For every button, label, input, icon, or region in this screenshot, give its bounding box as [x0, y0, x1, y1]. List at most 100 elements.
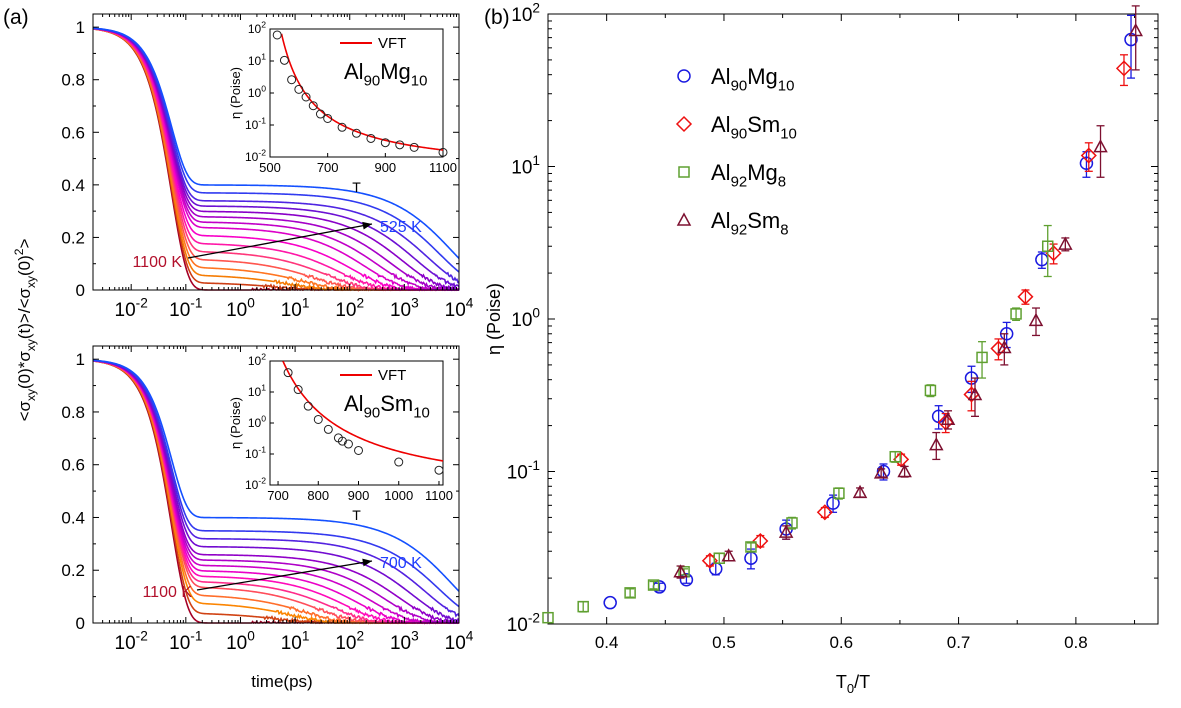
data-point-AlSm92	[897, 463, 912, 478]
data-point-AlSm90	[1017, 288, 1034, 305]
inset-y-label: η (Poise)	[228, 67, 243, 119]
inset-y-tick-label: 102	[248, 352, 266, 368]
y-axis-label-b: η (Poise)	[484, 283, 504, 355]
chart-a-top: 0 0.2 0.4 0.6 0.8 1 10-2 10-1 100 101 102 103 104 110…	[61, 13, 474, 321]
x-tick-label: 101	[281, 295, 310, 321]
inset-data-point	[395, 140, 405, 150]
data-point-AlMg92	[833, 487, 845, 500]
y-tick-label: 10-1	[507, 458, 540, 484]
data-point-AlMg92	[1010, 308, 1022, 320]
inset-data-point	[323, 113, 333, 123]
inset-data-point	[394, 457, 404, 467]
x-tick-label: 103	[390, 628, 419, 654]
x-tick-label: 0.7	[947, 633, 971, 652]
data-point-AlMg92	[786, 517, 798, 529]
inset-x-tick-label: 900	[348, 488, 370, 503]
inset-data-point	[313, 414, 323, 424]
inset-y-tick-label: 100	[248, 84, 266, 100]
inset-y-tick-label: 10-2	[245, 476, 266, 492]
data-point-AlSm90	[990, 340, 1007, 357]
inset-x-tick-label: 1100	[429, 160, 457, 175]
data-point-AlSm90	[1115, 60, 1133, 77]
x-tick-label: 104	[445, 628, 474, 654]
chart-b: 10-2 10-1 100 101 102 0.4 0.5 0.6 0.7 0.8 T0/T η (P…	[484, 0, 1159, 696]
x-axis-label-a: time(ps)	[251, 672, 312, 691]
y-tick-label: 0.8	[61, 71, 85, 90]
inset-y-label: η (Poise)	[228, 397, 243, 449]
data-point-AlMg90	[1079, 156, 1094, 171]
inset-data-point	[315, 109, 325, 119]
legend-label-AlMg90: Al90Mg10	[711, 64, 794, 95]
y-tick-label: 0.6	[61, 123, 85, 142]
inset-y-tick-label: 10-1	[245, 445, 266, 461]
data-point-AlMg92	[624, 587, 636, 599]
temperature-arrow-head	[362, 558, 372, 567]
annotation-hot: 1100 K	[132, 254, 182, 271]
data-point-AlSm92	[852, 484, 868, 499]
data-point-AlSm90	[1080, 147, 1097, 164]
inset-x-tick-label: 1100	[425, 488, 453, 503]
series-line-725K	[92, 359, 460, 608]
legend-label-AlSm92: Al92Sm8	[711, 208, 789, 239]
plot-frame	[92, 13, 460, 291]
y-tick-label: 100	[511, 305, 540, 331]
series-line-700K	[92, 359, 460, 592]
x-tick-label: 0.6	[829, 633, 853, 652]
y-tick-label: 0.2	[61, 561, 85, 580]
inset-alloy-label: Al90Sm10	[344, 391, 430, 422]
inset-data-point	[380, 138, 390, 148]
inset-data-point	[337, 436, 347, 446]
annotation-cold: 525 K	[380, 219, 422, 236]
y-tick-label: 0.2	[61, 228, 85, 247]
inset-x-tick-label: 700	[267, 488, 289, 503]
inset-data-point	[434, 465, 444, 475]
y-tick-label: 0	[76, 281, 85, 300]
inset-vft-curve	[282, 360, 444, 462]
annotation-hot: 1100 K	[142, 584, 192, 601]
y-tick-label: 0.4	[61, 176, 85, 195]
panel-label-b: (b)	[484, 6, 510, 29]
legend-marker-AlSm92	[676, 212, 692, 226]
x-tick-label: 0.5	[712, 633, 736, 652]
inset-data-point	[301, 92, 311, 102]
x-tick-label: 100	[226, 295, 255, 321]
inset-x-tick-label: 900	[374, 160, 396, 175]
data-point-AlMg92	[1041, 240, 1054, 252]
x-axis-label-b: T0/T	[836, 672, 870, 696]
data-point-AlSm92	[1058, 236, 1073, 250]
inset-data-point	[272, 30, 282, 40]
inset-data-point	[303, 401, 313, 411]
data-point-AlSm92	[673, 564, 688, 578]
data-point-AlSm92	[1028, 312, 1044, 327]
data-point-AlSm92	[1128, 22, 1143, 37]
y-tick-label: 101	[511, 153, 540, 179]
x-tick-label: 0.8	[1064, 633, 1088, 652]
y-tick-label: 0.8	[61, 403, 85, 422]
x-tick-label: 102	[335, 628, 364, 654]
data-point-AlSm92	[997, 339, 1012, 354]
inset-x-tick-label: 800	[307, 488, 329, 503]
legend-label-AlSm90: Al90Sm10	[711, 112, 797, 143]
data-point-AlSm92	[1093, 139, 1108, 153]
inset-legend-label: VFT	[378, 35, 406, 52]
inset-x-tick-label: 700	[317, 160, 339, 175]
inset-legend-label: VFT	[378, 367, 406, 384]
data-point-AlMg90	[679, 573, 694, 587]
inset-x-tick-label: 1000	[384, 488, 413, 503]
data-point-AlMg92	[976, 351, 988, 364]
legend-marker-AlMg90	[677, 69, 691, 83]
x-tick-label: 101	[281, 628, 310, 654]
x-tick-label: 104	[445, 295, 474, 321]
data-point-AlSm90	[752, 532, 769, 550]
data-point-AlSm92	[929, 437, 944, 451]
inset-y-tick-label: 101	[248, 52, 266, 68]
data-point-AlSm92	[778, 524, 794, 538]
annotation-cold: 700 K	[380, 555, 422, 572]
inset-x-label: T	[352, 507, 361, 523]
data-point-AlMg90	[826, 496, 840, 510]
temperature-arrow	[187, 223, 373, 259]
y-tick-label: 1	[76, 350, 85, 369]
inset-data-point	[366, 133, 376, 143]
inset-y-tick-label: 102	[248, 20, 266, 36]
